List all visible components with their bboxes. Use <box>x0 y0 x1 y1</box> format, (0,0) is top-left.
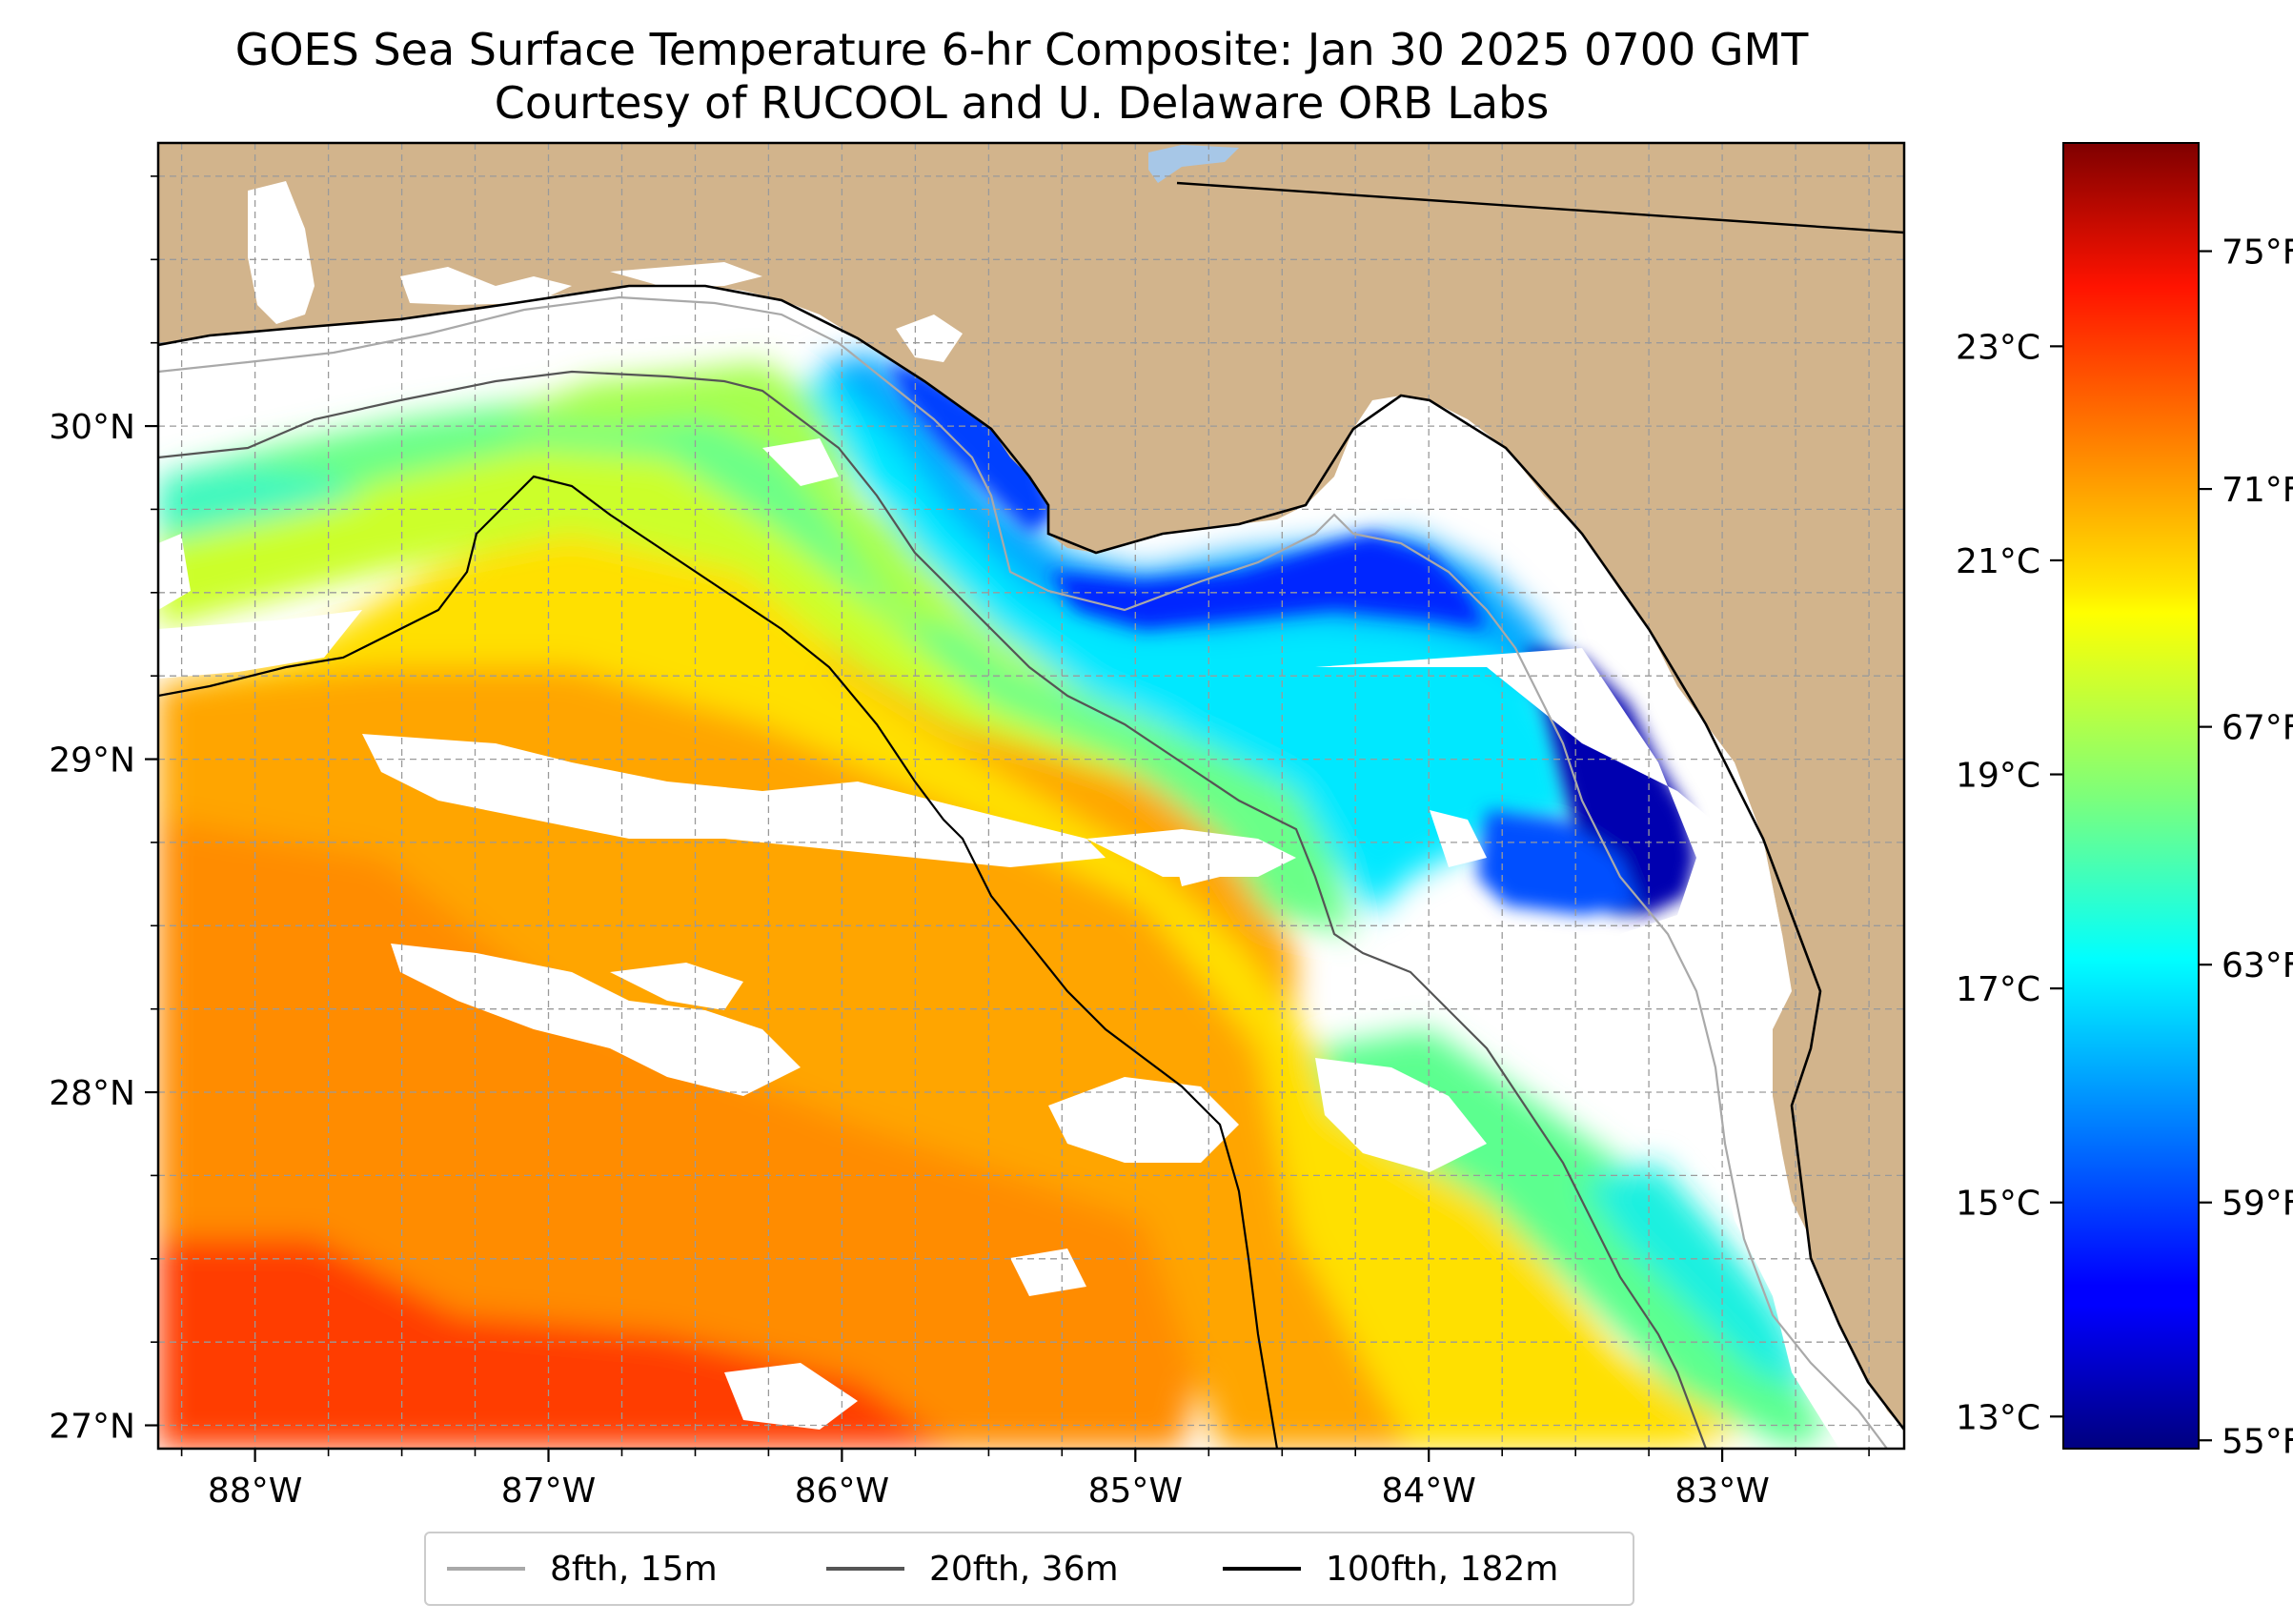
land <box>158 143 1904 1430</box>
land-peninsula-tip <box>1792 1096 1904 1430</box>
gridlines <box>158 143 1904 1449</box>
legend-label-100fth: 100fth, 182m <box>1326 1549 1559 1589</box>
lat-tick-label: 28°N <box>49 1074 135 1113</box>
water-mobile-bay <box>248 181 315 324</box>
celsius-tick-label: 15°C <box>1956 1185 2040 1224</box>
lat-tick-label: 29°N <box>49 741 135 781</box>
sst-cyan-band <box>801 372 1582 915</box>
colorbar-fahrenheit-ticks: 75°F 71°F 67°F 63°F 59°F 55°F <box>2199 233 2293 1461</box>
sst-green-north <box>496 362 953 629</box>
sst-yellow-central <box>158 496 1744 1449</box>
coastline <box>158 284 1904 1431</box>
sst-green-shelf <box>158 381 1353 934</box>
legend-line-8fth <box>447 1567 525 1571</box>
celsius-tick-label: 17°C <box>1956 970 2040 1009</box>
legend-item-100fth: 100fth, 182m <box>1223 1533 1558 1604</box>
title-line-2: Courtesy of RUCOOL and U. Delaware ORB L… <box>494 77 1550 129</box>
contour-8fth <box>158 295 1888 1449</box>
legend-line-100fth <box>1223 1567 1301 1571</box>
fahrenheit-tick-label: 71°F <box>2222 471 2293 510</box>
legend: 8fth, 15m 20fth, 36m 100fth, 182m <box>424 1532 1634 1606</box>
fahrenheit-tick-label: 59°F <box>2222 1185 2293 1224</box>
legend-line-20fth <box>826 1567 904 1571</box>
fahrenheit-tick-label: 67°F <box>2222 709 2293 748</box>
border-line <box>1176 181 1904 234</box>
legend-label-8fth: 8fth, 15m <box>550 1549 718 1589</box>
latitude-axis: 30°N 29°N 28°N 27°N <box>49 175 158 1447</box>
celsius-tick-label: 23°C <box>1956 328 2040 367</box>
lat-tick-label: 30°N <box>49 408 135 447</box>
fahrenheit-tick-label: 75°F <box>2222 233 2293 273</box>
celsius-tick-label: 21°C <box>1956 542 2040 581</box>
lat-tick-label: 27°N <box>49 1408 135 1447</box>
lon-tick-label: 87°W <box>501 1472 596 1511</box>
sst-cyan-southeast <box>1582 1163 1811 1391</box>
contour-100fth <box>158 475 1279 1449</box>
bathymetry-contours <box>158 181 1904 1449</box>
title-line-1: GOES Sea Surface Temperature 6-hr Compos… <box>234 24 1809 75</box>
sst-blue-cedarkey <box>1477 810 1639 915</box>
fahrenheit-tick-label: 55°F <box>2222 1422 2293 1461</box>
water-pensacola-bay <box>400 267 572 305</box>
sst-map <box>158 143 1904 1449</box>
fahrenheit-tick-label: 63°F <box>2222 946 2293 985</box>
legend-item-8fth: 8fth, 15m <box>447 1533 718 1604</box>
sst-cyan-west <box>158 467 362 534</box>
contour-20fth <box>158 370 1708 1449</box>
sst-blue-apalachicola <box>886 362 1058 534</box>
lon-tick-label: 84°W <box>1382 1472 1476 1511</box>
cloud-gaps <box>158 438 1904 1449</box>
longitude-axis: 88°W 87°W 86°W 85°W 84°W 83°W <box>180 1449 1870 1511</box>
sst-yellowgreen-band <box>158 410 1334 915</box>
water-apalachee <box>896 315 963 362</box>
lon-tick-label: 85°W <box>1088 1472 1183 1511</box>
colorbar-frame <box>2062 142 2200 1450</box>
legend-label-20fth: 20fth, 36m <box>929 1549 1119 1589</box>
land-north-mainland <box>158 143 1904 1125</box>
colorbar <box>2063 143 2199 1449</box>
lon-tick-label: 88°W <box>208 1472 302 1511</box>
water-lake <box>1148 145 1239 183</box>
celsius-tick-label: 19°C <box>1956 757 2040 796</box>
map-frame <box>156 141 1906 1451</box>
lon-tick-label: 86°W <box>795 1472 889 1511</box>
legend-item-20fth: 20fth, 36m <box>826 1533 1119 1604</box>
lon-tick-label: 83°W <box>1674 1472 1769 1511</box>
sst-blue-bigbend <box>1048 534 1487 629</box>
celsius-tick-label: 13°C <box>1956 1398 2040 1437</box>
sst-orange-central <box>158 610 1430 1449</box>
water-choctawhatchee <box>610 262 762 288</box>
colorbar-celsius-ticks: 23°C 21°C 19°C 17°C 15°C 13°C <box>1956 328 2063 1437</box>
